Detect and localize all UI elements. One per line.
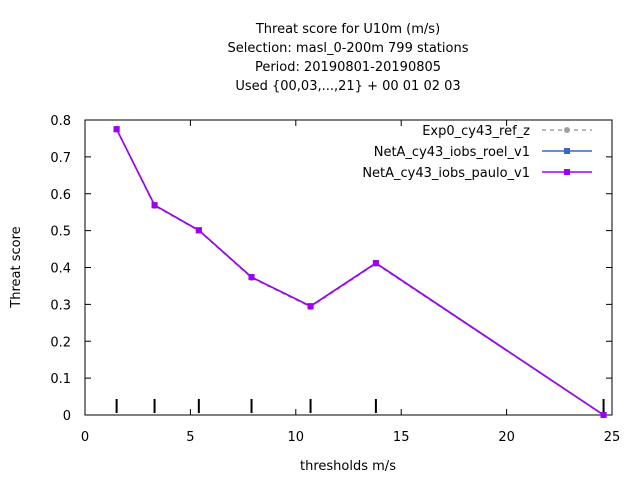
y-tick-label: 0 [63, 409, 71, 424]
x-tick-label: 0 [81, 430, 89, 445]
series-group [113, 126, 607, 418]
title-line: Selection: masl_0-200m 799 stations [228, 41, 469, 56]
y-tick-label: 0.3 [50, 298, 71, 313]
series-line-Exp0_cy43_ref_z [115, 128, 605, 416]
data-point [248, 274, 255, 281]
x-tick-label: 20 [498, 430, 515, 445]
x-tick-label: 5 [186, 430, 194, 445]
data-point [195, 227, 202, 234]
legend-label: NetA_cy43_iobs_roel_v1 [374, 145, 530, 160]
legend-marker [564, 127, 570, 133]
y-axis-label: Threat score [9, 226, 24, 308]
axis-ticks: 0 5 10 15 20 25 0 0.1 0.2 0.3 0.4 0.5 0.6 0.7 0.8 [50, 114, 620, 445]
data-point [307, 303, 314, 310]
series-line-NetA_cy43_iobs_roel_v1 [115, 128, 605, 416]
title-line: Threat score for U10m (m/s) [255, 22, 440, 37]
data-point [372, 260, 379, 267]
legend-label: Exp0_cy43_ref_z [422, 124, 530, 139]
x-tick-label: 25 [604, 430, 621, 445]
x-tick-label: 15 [393, 430, 410, 445]
y-tick-label: 0.8 [50, 114, 71, 129]
x-axis-label: thresholds m/s [300, 459, 396, 474]
y-tick-label: 0.2 [50, 335, 71, 350]
series-line-NetA_cy43_iobs_paulo_v1 [115, 128, 605, 416]
threshold-markers [115, 399, 605, 413]
data-point [151, 202, 158, 209]
plot-frame [84, 119, 613, 416]
legend-marker [564, 169, 570, 175]
legend: Exp0_cy43_ref_z NetA_cy43_iobs_roel_v1 Net… [362, 124, 592, 181]
x-tick-label: 10 [288, 430, 305, 445]
y-tick-label: 0.5 [50, 225, 71, 240]
data-point [600, 412, 607, 418]
chart-title: Threat score for U10m (m/s) Selection: ma… [228, 22, 469, 94]
y-tick-label: 0.1 [50, 372, 71, 387]
y-tick-label: 0.6 [50, 188, 71, 203]
y-tick-label: 0.7 [50, 151, 71, 166]
data-point [113, 126, 120, 133]
title-line: Period: 20190801-20190805 [255, 60, 441, 75]
title-line: Used {00,03,...,21} + 00 01 02 03 [235, 79, 460, 94]
y-tick-label: 0.4 [50, 262, 71, 277]
legend-label: NetA_cy43_iobs_paulo_v1 [362, 166, 530, 181]
legend-marker [564, 148, 570, 154]
